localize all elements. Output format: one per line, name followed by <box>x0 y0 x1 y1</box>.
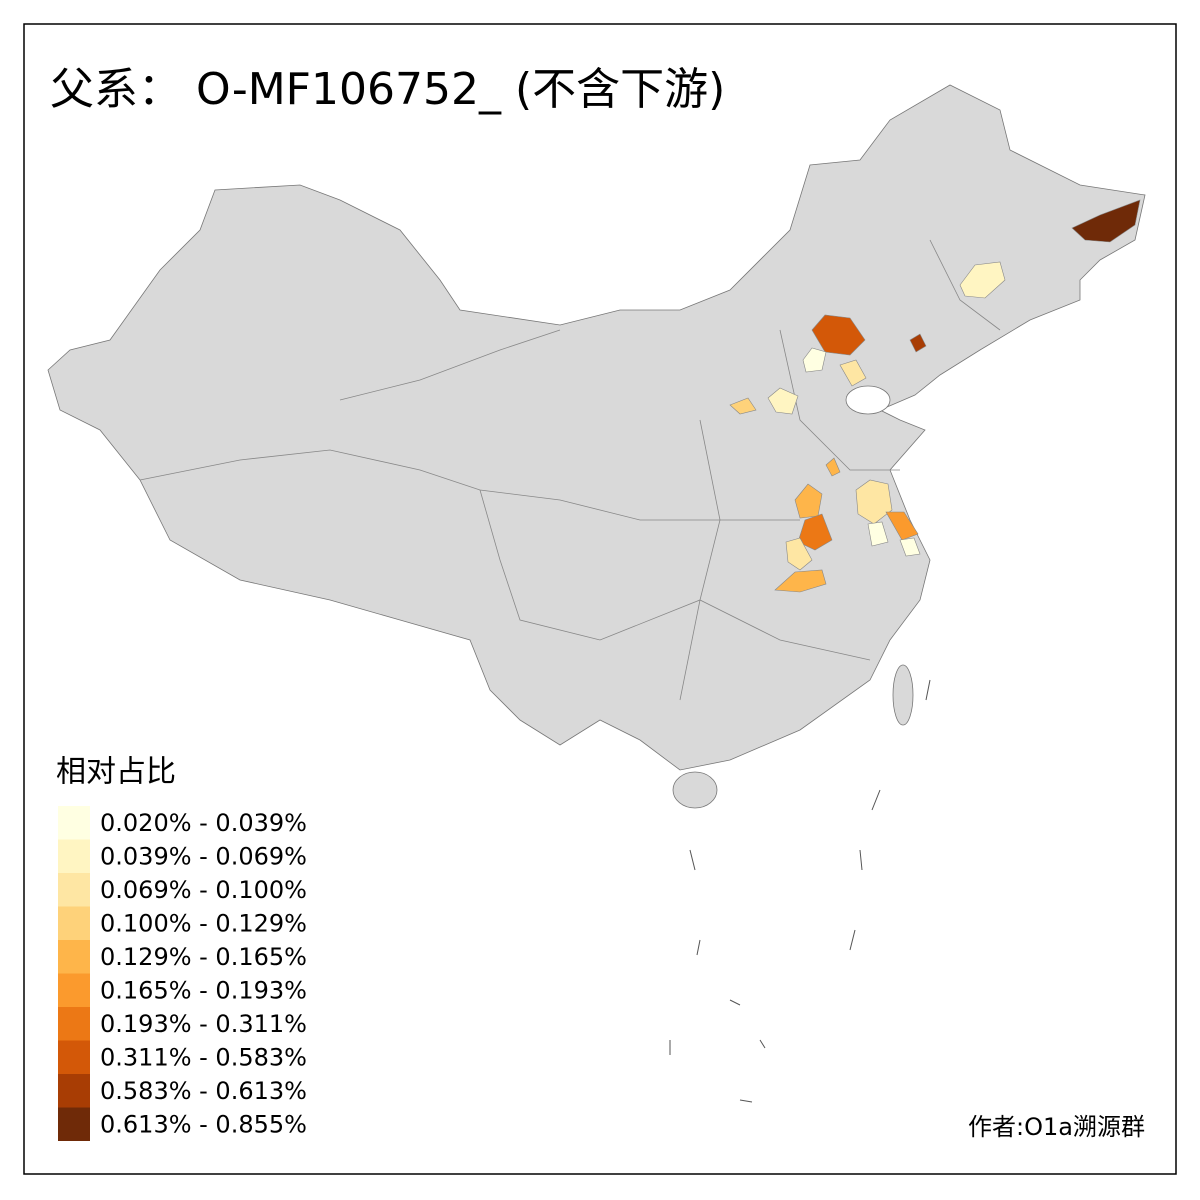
legend-label: 0.613% - 0.855% <box>100 1111 307 1139</box>
province-border <box>679 419 721 701</box>
region <box>909 333 927 353</box>
region <box>802 347 827 373</box>
land <box>47 84 1146 1103</box>
legend-swatch <box>58 1074 90 1108</box>
province-border <box>339 329 561 401</box>
map-title: 父系： O-MF106752_ (不含下游) <box>50 64 725 115</box>
credit: 作者:O1a溯源群 <box>968 1113 1145 1141</box>
region <box>825 457 841 477</box>
legend-swatch <box>58 940 90 974</box>
legend-label: 0.039% - 0.069% <box>100 843 307 871</box>
region <box>839 359 867 387</box>
regions <box>729 199 1141 593</box>
legend-swatch <box>58 1040 90 1074</box>
province-border <box>779 329 900 471</box>
region <box>855 479 893 525</box>
china-outline <box>47 84 1146 771</box>
region <box>885 511 919 541</box>
region <box>867 521 889 547</box>
region <box>899 537 921 557</box>
legend: 0.020% - 0.039% 0.039% - 0.069% 0.069% - 0… <box>58 806 307 1141</box>
region <box>767 387 799 415</box>
province-border <box>929 239 1001 331</box>
legend-swatch <box>58 839 90 873</box>
islands <box>669 679 931 1103</box>
legend-label: 0.129% - 0.165% <box>100 943 307 971</box>
legend-label: 0.069% - 0.100% <box>100 876 307 904</box>
legend-swatch <box>58 906 90 940</box>
legend-swatch <box>58 873 90 907</box>
legend-swatch <box>58 806 90 840</box>
region <box>785 537 813 571</box>
region <box>729 397 757 415</box>
province-border <box>479 489 871 661</box>
frame <box>23 23 1177 1175</box>
legend-label: 0.583% - 0.613% <box>100 1077 307 1105</box>
legend-label: 0.020% - 0.039% <box>100 809 307 837</box>
legend-swatch <box>58 1107 90 1141</box>
legend-label: 0.311% - 0.583% <box>100 1044 307 1072</box>
legend-label: 0.100% - 0.129% <box>100 910 307 938</box>
hainan <box>672 771 718 809</box>
legend-swatch <box>58 973 90 1007</box>
legend-label: 0.165% - 0.193% <box>100 977 307 1005</box>
bohai-sea <box>845 385 891 415</box>
taiwan <box>892 664 914 726</box>
region <box>794 483 823 519</box>
region <box>774 569 827 593</box>
legend-title: 相对占比 <box>56 755 176 790</box>
region <box>959 261 1006 299</box>
legend-swatch <box>58 1007 90 1041</box>
region <box>1071 199 1141 243</box>
legend-label: 0.193% - 0.311% <box>100 1010 307 1038</box>
